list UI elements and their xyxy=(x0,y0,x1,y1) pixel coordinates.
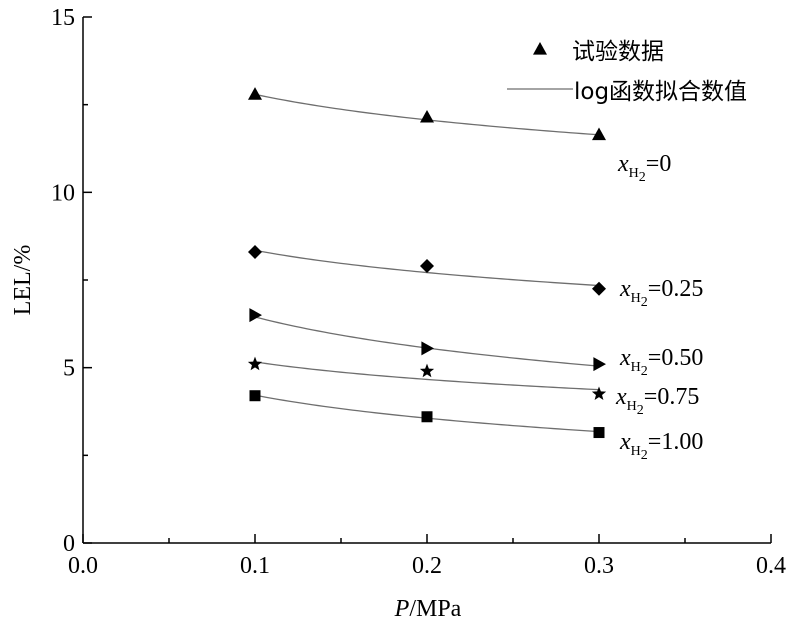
series-label-sub2: 2 xyxy=(637,403,644,418)
series-label-value: =0.75 xyxy=(644,384,700,410)
data-point-series-5 xyxy=(249,390,261,402)
series-label-value: =1.00 xyxy=(648,429,704,455)
y-tick-label: 15 xyxy=(51,5,75,31)
data-point-series-3 xyxy=(593,357,606,372)
series-label-var: x xyxy=(619,276,631,302)
data-point-series-4 xyxy=(591,386,607,401)
x-tick-label: 0.1 xyxy=(240,553,270,579)
series-label-5: xH2=1.00 xyxy=(619,429,703,463)
x-axis-title: P/MPa xyxy=(394,596,462,622)
series-label-4: xH2=0.75 xyxy=(615,384,699,418)
legend: 试验数据 log函数拟合数值 xyxy=(507,39,747,105)
data-point-series-5 xyxy=(593,427,605,439)
series-label-var: x xyxy=(617,151,629,177)
legend-label-2: log函数拟合数值 xyxy=(574,79,747,105)
legend-label-1: 试验数据 xyxy=(572,39,664,65)
x-tick-label: 0.3 xyxy=(584,553,614,579)
series-label-value: =0.50 xyxy=(648,345,704,371)
data-point-series-2 xyxy=(248,244,262,259)
axis-ticks xyxy=(82,16,772,544)
fit-line-series-4 xyxy=(254,361,600,391)
y-tick-label: 0 xyxy=(63,531,75,557)
series-label-sub: H xyxy=(627,399,637,414)
data-point-series-4 xyxy=(247,356,263,371)
data-point-series-1 xyxy=(248,87,262,100)
x-tick-label: 0.4 xyxy=(756,553,786,579)
series-label-sub: H xyxy=(631,291,641,306)
y-axis-title: LEL/% xyxy=(10,245,36,316)
series-label-sub2: 2 xyxy=(641,295,648,310)
legend-marker-triangle-icon xyxy=(533,42,547,55)
series-label-sub2: 2 xyxy=(639,170,646,185)
series-label-3: xH2=0.50 xyxy=(619,345,703,379)
data-point-series-4 xyxy=(419,363,435,378)
series-label-value: =0 xyxy=(646,151,672,177)
data-point-series-5 xyxy=(421,411,433,423)
fit-line-series-3 xyxy=(254,316,600,367)
data-point-series-3 xyxy=(421,341,434,356)
series-label-sub2: 2 xyxy=(641,448,648,463)
series-label-2: xH2=0.25 xyxy=(619,276,703,310)
x-axis-title-unit: /MPa xyxy=(409,596,461,622)
x-axis-title-var: P xyxy=(394,596,410,622)
tick-labels: 0.0 0.1 0.2 0.3 0.4 0 5 10 15 xyxy=(51,5,786,579)
series-label-sub: H xyxy=(631,360,641,375)
x-tick-label: 0.2 xyxy=(412,553,442,579)
series-label-sub: H xyxy=(629,166,639,181)
series-label-sub2: 2 xyxy=(641,364,648,379)
series-label-var: x xyxy=(619,345,631,371)
data-point-series-1 xyxy=(420,109,434,123)
series-label-sub: H xyxy=(631,444,641,459)
series-label-1: xH2=0 xyxy=(617,151,671,185)
data-point-series-1 xyxy=(592,127,606,141)
data-point-series-2 xyxy=(592,281,606,296)
series-label-var: x xyxy=(615,384,627,410)
data-point-series-3 xyxy=(249,308,262,323)
y-tick-label: 10 xyxy=(51,180,75,206)
series-label-var: x xyxy=(619,429,631,455)
series-label-value: =0.25 xyxy=(648,276,704,302)
data-point-series-2 xyxy=(420,258,434,273)
data-markers xyxy=(247,87,607,439)
x-tick-label: 0.0 xyxy=(68,553,98,579)
y-tick-label: 5 xyxy=(63,356,75,382)
